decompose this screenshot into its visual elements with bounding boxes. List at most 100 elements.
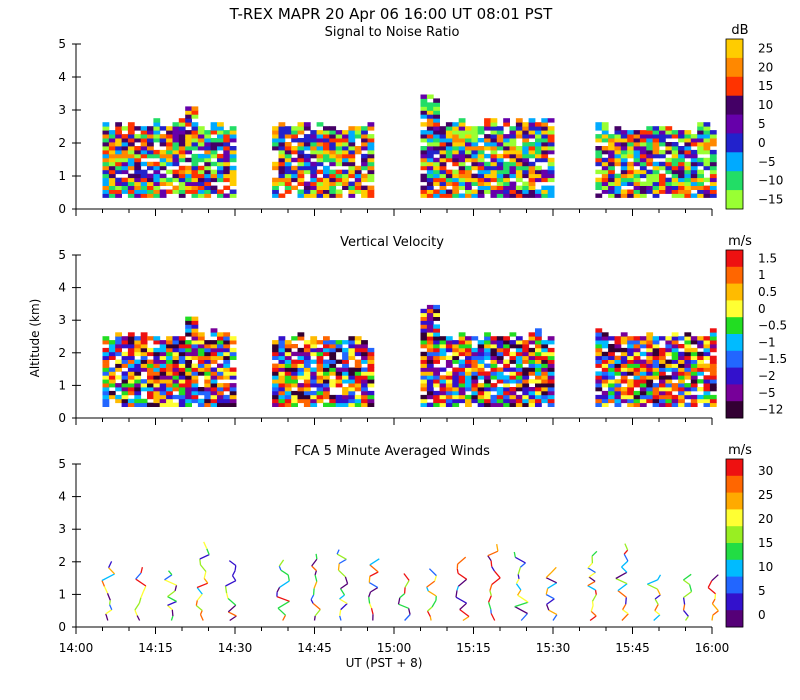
field-cell [159,138,167,143]
field-cell [465,153,472,159]
field-cell [140,185,148,190]
field-cell [678,134,685,139]
wind-barb [428,568,437,577]
field-cell [204,394,212,400]
field-cell [348,146,356,151]
field-cell [535,371,542,376]
field-cell [329,161,337,167]
field-cell [223,351,231,357]
field-cell [547,177,555,183]
field-cell [509,387,517,392]
field-cell [342,351,349,357]
field-cell [108,394,116,400]
field-cell [690,142,698,147]
field-cell [303,390,311,396]
field-cell [633,398,641,404]
field-cell [310,161,318,167]
field-cell [614,379,622,384]
field-cell [433,106,440,111]
field-cell [684,371,692,376]
field-cell [342,371,349,376]
field-cell [522,149,530,155]
field-cell [528,390,536,396]
field-cell [627,379,634,384]
field-cell [316,149,324,155]
field-cell [652,390,660,396]
field-cell [420,134,428,139]
wind-barb [548,609,558,616]
field-cell [697,336,704,341]
field-cell [342,146,349,151]
field-cell [547,189,555,194]
field-cell [185,363,192,368]
field-cell [102,122,110,127]
field-cell [678,146,685,151]
field-cell [477,138,485,143]
field-cell [684,332,692,337]
field-cell [601,398,609,404]
field-cell [191,138,199,143]
field-cell [515,371,523,376]
field-cell [595,138,603,143]
wind-barb [399,593,406,599]
field-cell [217,340,224,345]
field-cell [108,134,116,139]
wind-barb [368,603,373,609]
y-tick-label: 2 [58,136,66,150]
field-cell [229,138,237,143]
field-cell [627,181,634,186]
field-cell [671,351,679,357]
field-cell [703,394,711,400]
field-cell [367,347,375,353]
field-cell [709,169,717,175]
field-cell [601,355,609,360]
field-cell [452,347,460,353]
field-cell [652,153,660,159]
field-cell [178,340,186,345]
field-cell [115,363,122,368]
field-cell [697,363,704,368]
field-cell [445,394,453,400]
field-cell [204,177,212,183]
field-cell [659,351,666,357]
field-cell [367,398,375,404]
field-cell [121,351,129,357]
field-cell [595,126,603,131]
field-cell [445,149,453,155]
field-cell [316,398,324,404]
x-tick-label: 15:45 [615,641,650,655]
field-cell [197,157,205,163]
field-cell [172,134,180,139]
field-cell [522,142,530,147]
field-cell [614,398,622,404]
field-cell [703,157,711,163]
field-cell [601,390,609,396]
field-cell [528,181,536,186]
field-cell [172,189,180,194]
field-cell [652,336,660,341]
field-cell [652,367,660,372]
field-cell [323,153,330,159]
field-cell [477,359,485,364]
field-cell [445,189,453,194]
x-tick-labels: 14:00 14:15 14:30 14:45 15:00 15:15 15:30 15:45… [59,641,730,655]
field-cell [541,146,549,151]
wind-barb [403,587,406,594]
field-cell [335,134,343,139]
field-cell [608,371,615,376]
field-cell [652,130,660,135]
field-cell [178,371,186,376]
field-cell [223,149,231,155]
field-cell [127,332,135,337]
field-cell [297,390,305,396]
field-cell [503,165,510,171]
field-cell [335,149,343,155]
field-cell [452,344,460,349]
field-cell [420,308,428,314]
field-cell [608,173,615,179]
field-cell [102,138,110,143]
field-cell [140,161,148,167]
field-cell [659,363,666,368]
field-cell [522,181,530,186]
wind-profile [487,543,501,621]
